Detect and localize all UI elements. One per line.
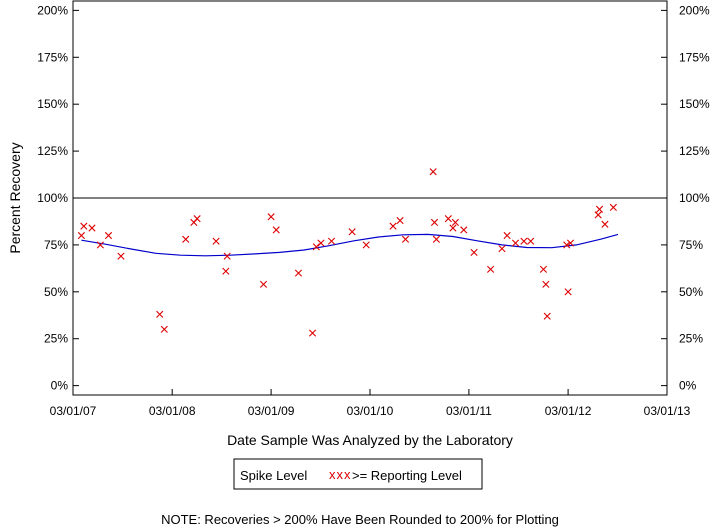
data-point [460,226,468,234]
data-point [503,231,511,240]
data-point [96,241,104,249]
data-point [267,213,275,221]
data-point [308,329,317,337]
data-point [432,235,440,243]
data-point [486,265,495,273]
data-point [542,280,550,288]
data-points [77,168,617,337]
data-point [511,239,520,247]
data-point [470,248,478,256]
y-tick-label-left: 175% [37,50,68,64]
data-point [601,220,609,228]
data-point [80,222,88,230]
trend-line [81,233,619,257]
data-point [212,237,220,245]
data-point [222,267,230,275]
y-tick-label-left: 125% [37,144,68,158]
y-tick-label-left: 150% [37,97,68,111]
y-tick-label-right: 125% [679,144,710,158]
data-point [77,231,85,240]
data-point [362,241,370,249]
y-tick-label-right: 25% [679,332,703,346]
data-point [312,243,320,251]
y-tick-label-right: 0% [679,379,697,393]
data-point [401,235,410,243]
data-point [449,224,457,232]
y-tick-label-left: 100% [37,191,68,205]
legend-title: Spike Level [240,468,307,483]
data-point [259,280,268,288]
data-point [451,218,459,226]
data-point [444,215,452,223]
data-point [160,325,168,333]
data-point [609,203,617,211]
y-tick-label-left: 50% [44,285,68,299]
axis-ticks: 0% 0% 25% 25% 50% 50% 75% 75% 100% 100% 125% 125% 15… [37,3,710,418]
data-point [389,222,397,230]
y-tick-label-right: 100% [679,191,710,205]
y-tick-label-right: 150% [679,97,710,111]
data-point [104,231,113,240]
legend-entry: >= Reporting Level [352,468,462,483]
data-point [348,228,356,236]
legend: Spike Level xxx >= Reporting Level [233,458,483,490]
x-tick-label: 03/01/10 [347,404,394,418]
data-point [566,239,575,247]
data-point [563,241,571,249]
y-tick-label-right: 50% [679,285,703,299]
y-axis-label: Percent Recovery [7,142,23,253]
data-point [520,237,528,245]
y-tick-label-right: 175% [679,50,710,64]
data-point [595,205,604,213]
y-tick-label-right: 75% [679,238,703,252]
data-point [327,237,336,245]
data-point [156,310,164,318]
y-tick-label-right: 200% [679,3,710,17]
data-point [430,218,439,226]
y-tick-label-left: 75% [44,238,68,252]
data-point [223,252,231,260]
data-point [527,237,535,245]
data-point [272,226,280,234]
data-point [498,245,506,253]
data-point [317,239,325,247]
y-tick-label-left: 0% [51,379,69,393]
data-point [539,265,548,273]
x-tick-label: 03/01/11 [446,404,492,418]
x-tick-label: 03/01/08 [149,404,196,418]
data-point [396,216,404,225]
data-point [594,211,602,219]
y-tick-label-left: 200% [37,3,68,17]
data-point [182,235,190,243]
data-point [294,269,303,277]
chart-note: NOTE: Recoveries > 200% Have Been Rounde… [161,512,559,527]
data-point [193,215,201,223]
x-tick-label: 03/01/07 [50,404,97,418]
data-point [429,168,437,176]
legend-box [233,458,483,490]
x-tick-label: 03/01/09 [248,404,295,418]
x-axis-label: Date Sample Was Analyzed by the Laborato… [227,432,513,448]
data-point [543,312,551,320]
x-tick-label: 03/01/13 [644,404,691,418]
legend-marker: xxx [329,467,352,482]
trend-line-group [81,233,619,257]
x-tick-label: 03/01/12 [545,404,592,418]
data-point [564,288,572,296]
y-tick-label-left: 25% [44,332,68,346]
data-point [88,224,96,232]
data-point [117,252,125,260]
